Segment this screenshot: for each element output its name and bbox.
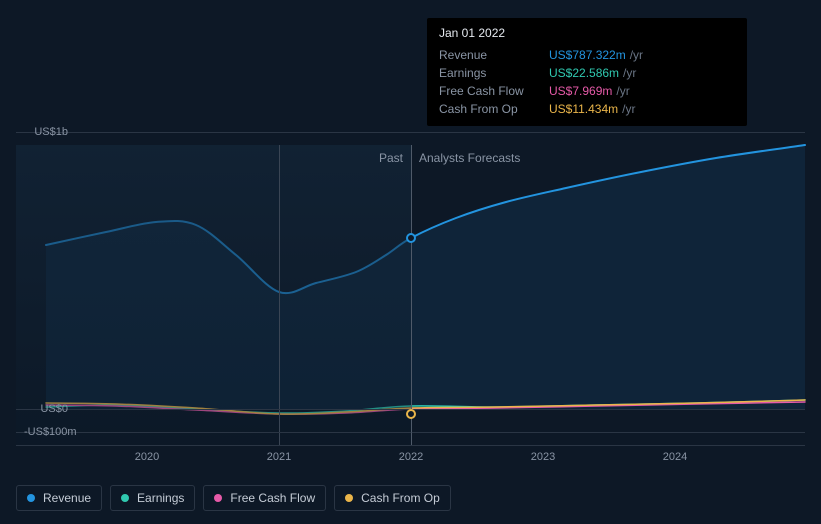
tooltip-unit: /yr [630, 46, 643, 64]
tooltip-row: Free Cash FlowUS$7.969m/yr [439, 82, 735, 100]
legend-item-earnings[interactable]: Earnings [110, 485, 195, 511]
y-axis-label: US$1b [34, 126, 68, 138]
legend-label: Cash From Op [361, 491, 440, 505]
legend-dot [121, 494, 129, 502]
baseline [16, 445, 805, 446]
tooltip: Jan 01 2022RevenueUS$787.322m/yrEarnings… [427, 18, 747, 126]
tooltip-metric: Earnings [439, 64, 549, 82]
hover-marker-revenue [406, 233, 416, 243]
legend-label: Free Cash Flow [230, 491, 315, 505]
tooltip-metric: Free Cash Flow [439, 82, 549, 100]
x-axis-label: 2020 [135, 451, 159, 463]
legend-item-free-cash-flow[interactable]: Free Cash Flow [203, 485, 326, 511]
past-label: Past [379, 151, 403, 165]
divider-mid [279, 145, 280, 445]
legend-dot [27, 494, 35, 502]
crosshair [411, 145, 412, 445]
tooltip-value: US$7.969m [549, 82, 612, 100]
tooltip-metric: Cash From Op [439, 100, 549, 118]
gridline [16, 132, 805, 133]
tooltip-unit: /yr [616, 82, 629, 100]
forecast-label: Analysts Forecasts [419, 151, 520, 165]
legend-item-cash-from-op[interactable]: Cash From Op [334, 485, 451, 511]
y-axis-label: -US$100m [24, 426, 68, 438]
chart-area[interactable]: US$1b US$0 -US$100m 2020 2021 2022 2023 2024 Pas… [16, 0, 805, 465]
tooltip-value: US$11.434m [549, 100, 618, 118]
hover-marker-cfo [406, 409, 416, 419]
x-axis-label: 2024 [663, 451, 687, 463]
tooltip-value: US$787.322m [549, 46, 626, 64]
legend-label: Revenue [43, 491, 91, 505]
x-axis-label: 2021 [267, 451, 291, 463]
x-axis-label: 2022 [399, 451, 423, 463]
legend-label: Earnings [137, 491, 184, 505]
legend-item-revenue[interactable]: Revenue [16, 485, 102, 511]
x-axis-label: 2023 [531, 451, 555, 463]
tooltip-date: Jan 01 2022 [439, 26, 735, 40]
tooltip-metric: Revenue [439, 46, 549, 64]
tooltip-value: US$22.586m [549, 64, 619, 82]
tooltip-unit: /yr [623, 64, 636, 82]
y-axis-label: US$0 [40, 403, 68, 415]
tooltip-row: RevenueUS$787.322m/yr [439, 46, 735, 64]
legend-dot [214, 494, 222, 502]
legend: Revenue Earnings Free Cash Flow Cash From O… [16, 485, 451, 511]
tooltip-row: EarningsUS$22.586m/yr [439, 64, 735, 82]
tooltip-row: Cash From OpUS$11.434m/yr [439, 100, 735, 118]
tooltip-unit: /yr [622, 100, 635, 118]
legend-dot [345, 494, 353, 502]
revenue-area [46, 145, 805, 409]
